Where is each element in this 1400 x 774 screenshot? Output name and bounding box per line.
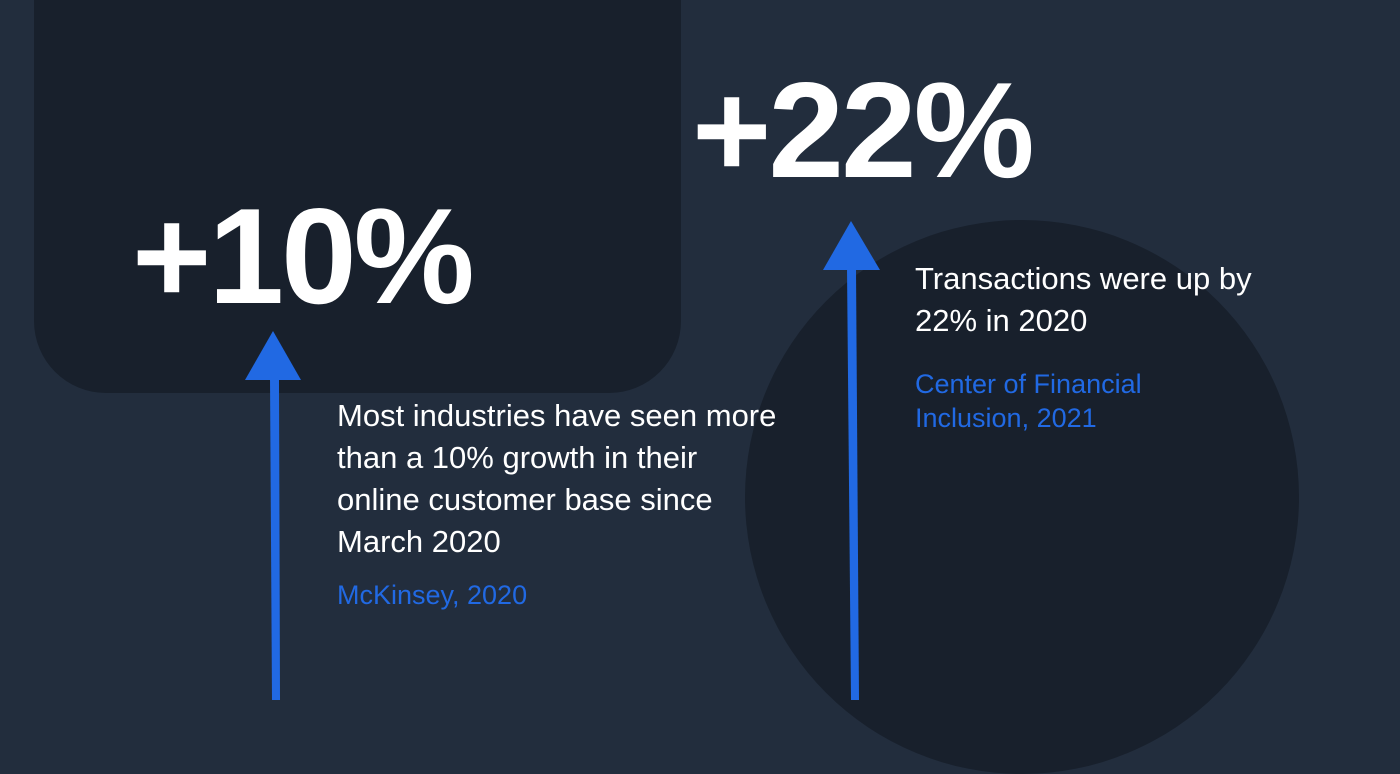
stat-description-2: Transactions were up by 22% in 2020 [915,261,1252,338]
stat-source-1: McKinsey, 2020 [337,580,528,610]
arrow-up-icon [823,221,880,700]
arrows [245,221,880,700]
stat-description-1: Most industries have seen more than a 10… [337,398,777,559]
stat-source-2: Center of Financial Inclusion, 2021 [915,369,1142,433]
background-circle [745,220,1299,774]
stat-value-2: +22% [692,54,1035,206]
stat-value-1: +10% [132,180,475,332]
arrow-up-icon [245,331,301,700]
background-panel [34,0,681,393]
